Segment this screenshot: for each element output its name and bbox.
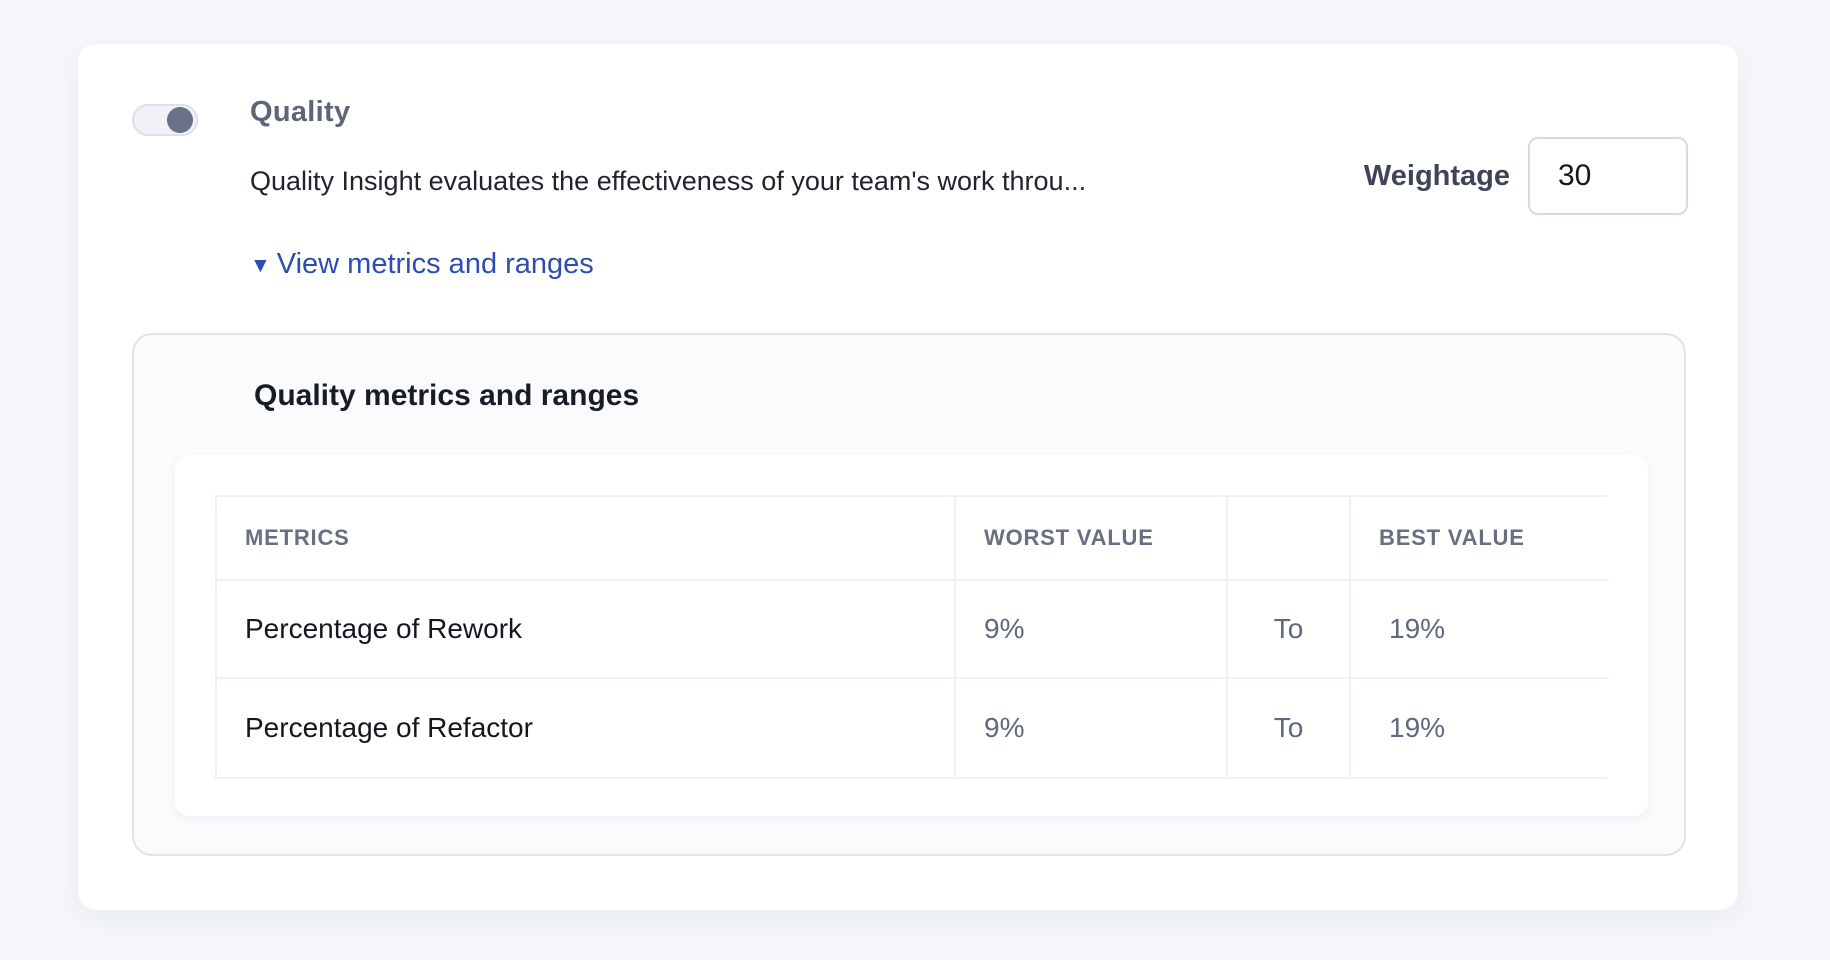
- metrics-table-card: METRICS WORST VALUE BEST VALUE Percentag…: [175, 455, 1648, 816]
- quality-toggle[interactable]: [132, 104, 198, 136]
- table-row-worst-value: 9%: [956, 679, 1228, 777]
- column-header-metrics: METRICS: [217, 497, 956, 581]
- toggle-knob: [167, 107, 193, 133]
- table-row-to-label: To: [1228, 679, 1351, 777]
- table-row-best-value: 19%: [1351, 581, 1609, 679]
- view-metrics-link-label: View metrics and ranges: [276, 248, 594, 280]
- metrics-ranges-panel: Quality metrics and ranges METRICS WORST…: [132, 333, 1686, 856]
- weightage-label: Weightage: [1363, 159, 1510, 192]
- metrics-panel-title: Quality metrics and ranges: [254, 379, 640, 412]
- section-description: Quality Insight evaluates the effectiven…: [250, 166, 1087, 196]
- column-header-worst-value: WORST VALUE: [956, 497, 1228, 581]
- section-title: Quality: [250, 96, 351, 128]
- weightage-group: Weightage: [1364, 137, 1688, 215]
- column-header-spacer: [1228, 497, 1351, 581]
- table-row-to-label: To: [1228, 581, 1351, 679]
- quality-section-card: Quality Quality Insight evaluates the ef…: [78, 44, 1738, 910]
- view-metrics-link[interactable]: ▼ View metrics and ranges: [250, 248, 594, 281]
- weightage-input[interactable]: [1528, 137, 1688, 215]
- table-row-best-value: 19%: [1351, 679, 1609, 777]
- table-row-metric-name: Percentage of Refactor: [217, 679, 956, 777]
- table-row-worst-value: 9%: [956, 581, 1228, 679]
- triangle-down-icon: ▼: [250, 254, 271, 277]
- metrics-table: METRICS WORST VALUE BEST VALUE Percentag…: [215, 495, 1609, 779]
- column-header-best-value: BEST VALUE: [1351, 497, 1609, 581]
- table-row-metric-name: Percentage of Rework: [217, 581, 956, 679]
